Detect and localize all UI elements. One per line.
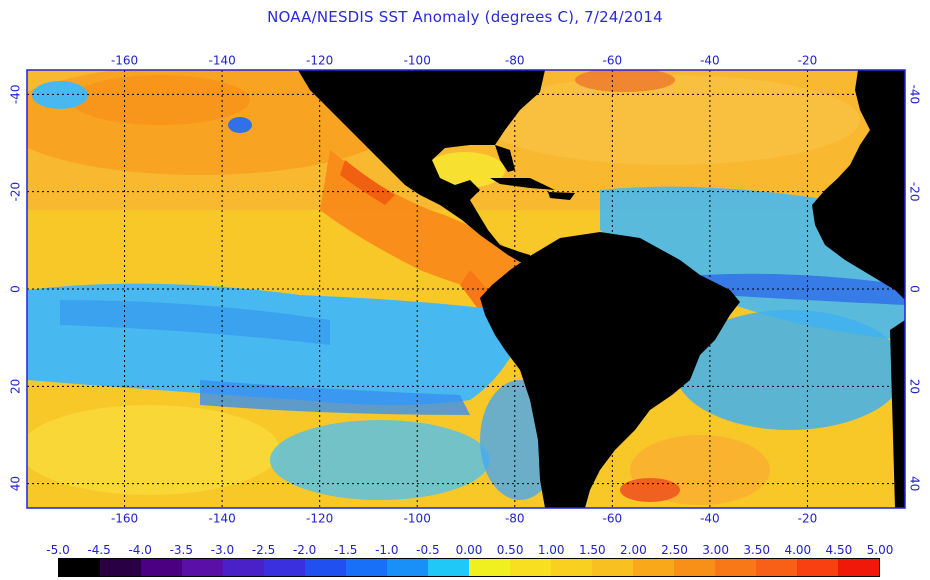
south-america-land: [480, 232, 740, 508]
longitude-tick-label: -120: [306, 512, 333, 526]
colorbar-tick-label: -3.0: [210, 543, 235, 557]
colorbar-tick-label: -4.5: [87, 543, 111, 557]
colorbar-tick-label: 0.50: [496, 543, 524, 557]
south-africa-land: [890, 320, 905, 508]
latitude-tick-label: 40: [9, 476, 23, 491]
colorbar-swatch: [551, 559, 592, 576]
colorbar-tick-label: 2.00: [620, 543, 647, 557]
colorbar-swatch: [674, 559, 715, 576]
south-pacific-cold-stripe: [200, 380, 470, 415]
sst-field: [27, 70, 905, 508]
north-pacific-cool-spot: [32, 81, 88, 109]
colorbar-swatch: [182, 559, 223, 576]
map-frame: [26, 69, 906, 509]
south-atlantic-hot-spot: [620, 478, 680, 502]
colorbar-swatch: [715, 559, 756, 576]
sst-anomaly-map: -160 -140 -120 -100 -80 -60 -40 -20 -160 -140 -12…: [9, 54, 922, 526]
north-atlantic-hot-spot: [575, 70, 675, 92]
colorbar-tick-label: -5.0: [46, 543, 70, 557]
colorbar-swatch: [100, 559, 141, 576]
caribbean-cuba: [490, 178, 555, 190]
latitude-tick-label: 0: [908, 285, 922, 293]
europe-africa-land: [812, 70, 905, 300]
colorbar-swatch: [141, 559, 182, 576]
colorbar-tick-label: -4.0: [128, 543, 152, 557]
colorbar-labels: -5.0 -4.5 -4.0 -3.5 -3.0 -2.5 -2.0 -1.5 -1.0 -0.5…: [0, 543, 930, 557]
baja-warm-core: [340, 160, 395, 205]
longitude-tick-label: -140: [208, 54, 235, 68]
colorbar-tick-label: 3.00: [702, 543, 729, 557]
colorbar-swatch: [633, 559, 674, 576]
gulf-warm: [425, 152, 505, 188]
south-atlantic-cool: [675, 310, 905, 430]
colorbar: [58, 558, 880, 577]
latitude-tick-label: -20: [9, 182, 23, 202]
colorbar-tick-label: -0.5: [416, 543, 440, 557]
colorbar-tick-label: -2.5: [251, 543, 276, 557]
south-pacific-cool-patch: [270, 420, 490, 500]
north-pacific-warm-anomaly-core: [70, 75, 250, 125]
map-title: NOAA/NESDIS SST Anomaly (degrees C), 7/2…: [267, 8, 663, 26]
north-pacific-cool-spot-2: [228, 117, 252, 133]
left-latitude-labels: 40 20 0 -20 -40: [9, 85, 23, 492]
colorbar-swatch: [510, 559, 551, 576]
longitude-tick-label: -20: [798, 512, 818, 526]
latitude-tick-label: -40: [9, 85, 23, 105]
colorbar-swatch: [797, 559, 838, 576]
north-america-land: [298, 70, 545, 262]
longitude-tick-label: -80: [505, 54, 525, 68]
colorbar-tick-label: 1.50: [578, 543, 606, 557]
longitude-tick-label: -20: [798, 54, 818, 68]
colorbar-tick-label: 2.50: [661, 543, 688, 557]
colorbar-tick-label: 4.00: [784, 543, 812, 557]
equatorial-pacific-cold-core: [60, 300, 330, 345]
colorbar-tick-label: 5.00: [866, 543, 894, 557]
colorbar-tick-label: 0.00: [455, 543, 483, 557]
colorbar-swatch: [346, 559, 387, 576]
longitude-tick-label: -80: [505, 512, 525, 526]
south-pacific-warm: [27, 405, 280, 495]
colorbar-swatch: [838, 559, 879, 576]
longitude-tick-label: -60: [603, 512, 623, 526]
caribbean-hispaniola: [548, 192, 575, 200]
bottom-longitude-labels: -160 -140 -120 -100 -80 -60 -40 -20: [111, 512, 817, 526]
latitude-tick-label: 20: [9, 379, 23, 394]
colorbar-swatch: [756, 559, 797, 576]
colorbar-swatch: [592, 559, 633, 576]
colorbar-swatch: [223, 559, 264, 576]
latitude-tick-label: -40: [908, 85, 922, 105]
longitude-tick-label: -100: [404, 512, 431, 526]
longitude-tick-label: -160: [111, 54, 138, 68]
colorbar-swatch: [428, 559, 469, 576]
florida-land: [495, 145, 515, 172]
latitude-tick-label: 40: [908, 476, 922, 491]
colorbar-swatch: [387, 559, 428, 576]
latitude-tick-label: -20: [908, 182, 922, 202]
longitude-tick-label: -40: [700, 512, 720, 526]
longitude-tick-label: -160: [111, 512, 138, 526]
colorbar-tick-label: -1.0: [375, 543, 399, 557]
colorbar-tick-label: -2.0: [292, 543, 317, 557]
latitude-tick-label: 0: [9, 285, 23, 293]
top-longitude-labels: -160 -140 -120 -100 -80 -60 -40 -20: [111, 54, 817, 68]
right-latitude-labels: 40 20 0 -20 -40: [908, 85, 922, 492]
colorbar-swatch: [305, 559, 346, 576]
colorbar-swatch: [264, 559, 305, 576]
colorbar-tick-label: 4.50: [825, 543, 853, 557]
land-masses: [298, 70, 905, 508]
colorbar-tick-label: -3.5: [169, 543, 194, 557]
longitude-tick-label: -40: [700, 54, 720, 68]
longitude-tick-label: -60: [603, 54, 623, 68]
longitude-tick-label: -140: [208, 512, 235, 526]
colorbar-tick-label: 1.00: [537, 543, 565, 557]
colorbar-tick-label: 3.50: [743, 543, 771, 557]
graticule: [27, 70, 905, 508]
longitude-tick-label: -100: [404, 54, 431, 68]
north-atlantic-warm: [480, 75, 860, 165]
colorbar-swatch: [59, 559, 100, 576]
longitude-tick-label: -120: [306, 54, 333, 68]
colorbar-tick-label: -1.5: [333, 543, 358, 557]
colorbar-swatch: [469, 559, 510, 576]
latitude-tick-label: 20: [908, 379, 922, 394]
